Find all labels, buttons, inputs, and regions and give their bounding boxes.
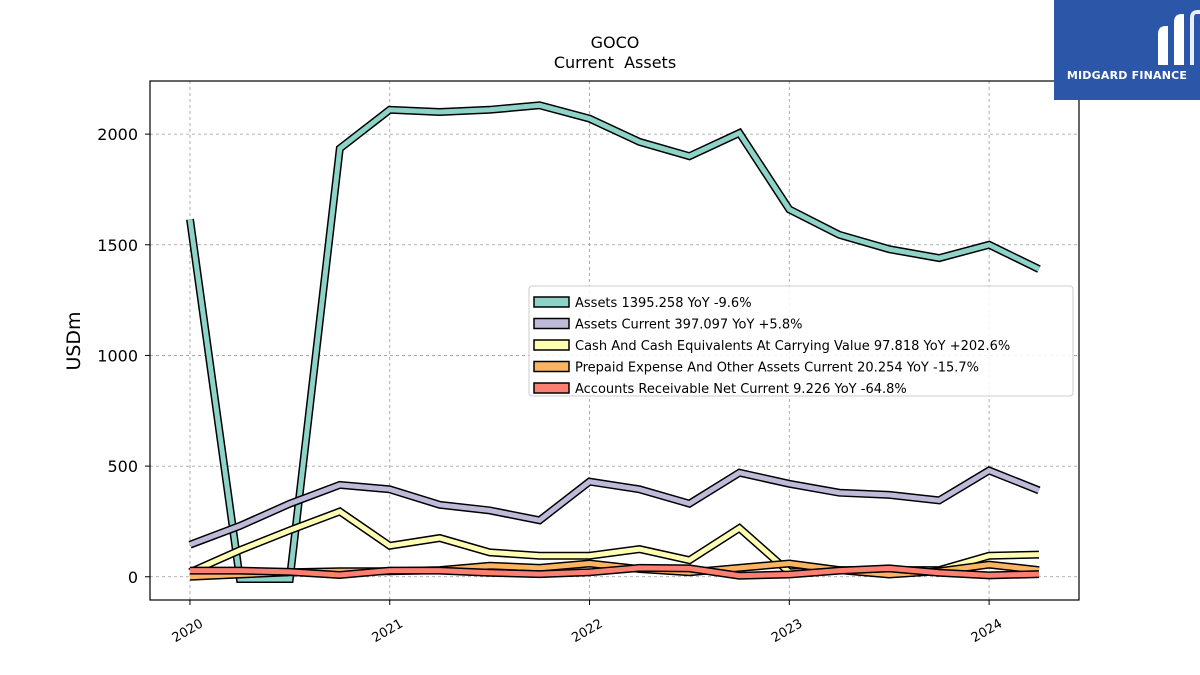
series-line xyxy=(187,102,1041,582)
series-line xyxy=(189,467,1040,548)
legend-label: Prepaid Expense And Other Assets Current… xyxy=(575,361,979,376)
y-tick-label: 0 xyxy=(128,568,138,587)
brand-logo: MIDGARD FINANCE xyxy=(1054,0,1200,100)
x-tick-label: 2022 xyxy=(569,616,605,646)
y-tick-label: 1000 xyxy=(97,346,138,365)
legend-box xyxy=(528,285,1074,397)
chart-subtitle: Current Assets xyxy=(554,53,676,72)
x-axis: 2020 2021 2022 2023 2024 xyxy=(170,600,1005,646)
legend-label: Assets Current 397.097 YoY +5.8% xyxy=(575,318,802,333)
legend-label: Assets 1395.258 YoY -9.6% xyxy=(575,296,752,311)
chart-title: GOCO xyxy=(591,33,640,52)
legend-swatch xyxy=(533,339,570,351)
legend-swatch xyxy=(533,360,570,373)
legend-swatch xyxy=(533,382,570,394)
x-tick-label: 2024 xyxy=(969,616,1005,646)
legend-label: Cash And Cash Equivalents At Carrying Va… xyxy=(575,339,1010,354)
y-axis-label: USDm xyxy=(63,311,85,370)
brand-name: MIDGARD FINANCE xyxy=(1066,69,1188,82)
y-tick-label: 2000 xyxy=(97,125,138,144)
series-lines xyxy=(186,101,1041,583)
x-tick-label: 2020 xyxy=(170,616,206,646)
brand-mark-icon xyxy=(1158,10,1200,65)
legend-swatch xyxy=(533,296,570,308)
series-line xyxy=(190,565,1040,579)
y-tick-label: 1500 xyxy=(97,236,138,255)
legend: Assets 1395.258 YoY -9.6% Assets Current … xyxy=(528,285,1074,397)
y-tick-label: 500 xyxy=(107,457,138,476)
x-tick-label: 2021 xyxy=(370,616,406,646)
legend-swatch xyxy=(533,317,570,330)
y-axis: 0 500 1000 1500 2000 xyxy=(97,125,150,587)
x-tick-label: 2023 xyxy=(769,616,805,646)
series-line-outline xyxy=(188,466,1041,549)
legend-label: Accounts Receivable Net Current 9.226 Yo… xyxy=(575,382,907,397)
plot-frame xyxy=(149,80,1080,601)
